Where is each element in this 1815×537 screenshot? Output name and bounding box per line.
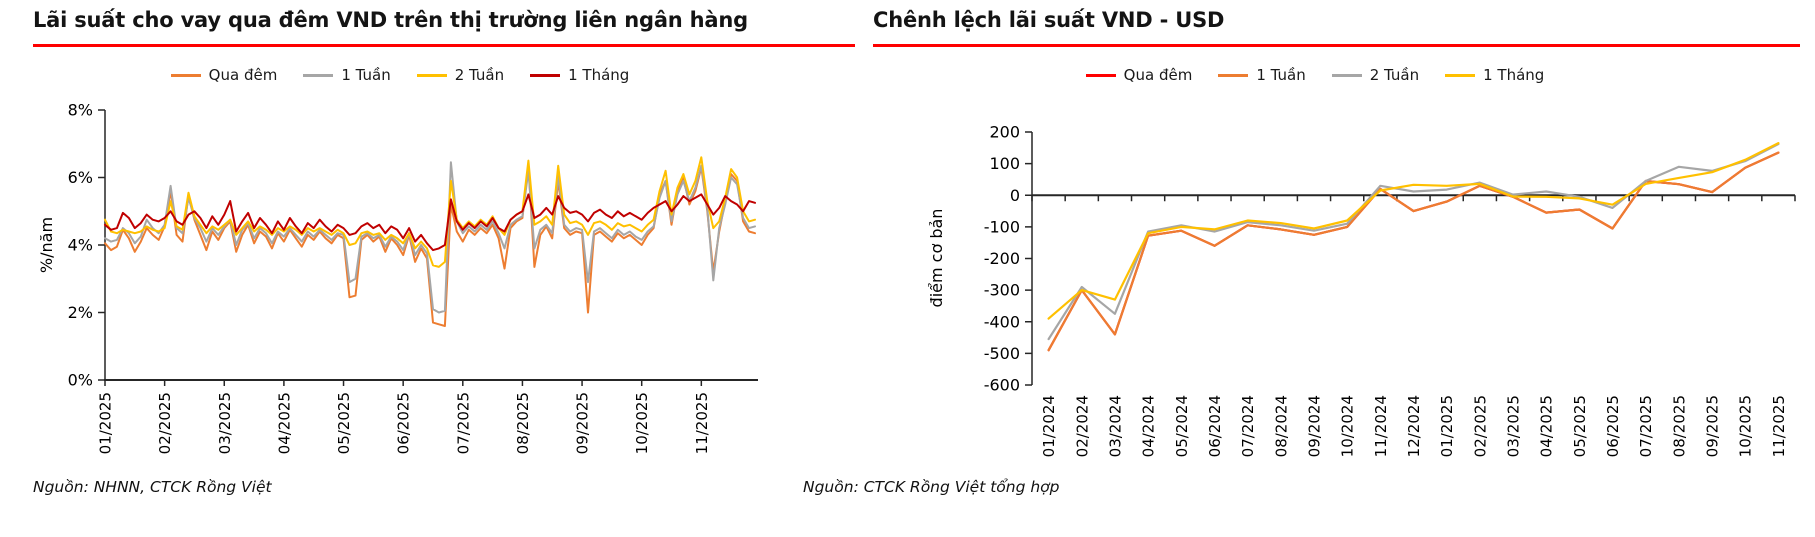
line-swatch-icon bbox=[1331, 73, 1362, 77]
x-tick-label: 08/2024 bbox=[1272, 395, 1290, 457]
x-tick-label: 09/2025 bbox=[1704, 395, 1722, 457]
legend-item-1-thang: 1 Tháng bbox=[530, 66, 629, 84]
right-chart: 200 100 0 -100 -200 -300 -400 -500 -600 điểm cơ b… bbox=[927, 123, 1796, 457]
legend-label: 2 Tuần bbox=[454, 66, 505, 84]
line-swatch-icon bbox=[170, 73, 201, 77]
x-tick-label: 02/2024 bbox=[1073, 395, 1091, 457]
right-title-underline bbox=[873, 44, 1800, 47]
line-swatch-icon bbox=[1218, 73, 1249, 77]
series-line-1-tuần bbox=[104, 161, 756, 314]
x-tick-label: 08/2025 bbox=[514, 392, 532, 454]
x-tick-label: 06/2025 bbox=[395, 392, 413, 454]
x-tick-label: 10/2024 bbox=[1339, 395, 1357, 457]
y-tick-label: -500 bbox=[984, 344, 1020, 363]
x-tick-label: 04/2025 bbox=[1538, 395, 1556, 457]
y-tick-label: -100 bbox=[984, 217, 1020, 236]
legend-label: 1 Tuần bbox=[341, 66, 391, 84]
left-chart-source: Nguồn: NHNN, CTCK Rồng Việt bbox=[33, 478, 272, 496]
x-tick-label: 05/2025 bbox=[335, 392, 353, 454]
y-tick-label: 2% bbox=[68, 303, 93, 322]
x-tick-label: 07/2025 bbox=[454, 392, 472, 454]
x-tick-label: 05/2024 bbox=[1173, 395, 1191, 457]
left-chart-title: Lãi suất cho vay qua đêm VND trên thị tr… bbox=[33, 8, 748, 32]
x-tick-label: 06/2025 bbox=[1604, 395, 1622, 457]
x-tick-label: 12/2024 bbox=[1405, 395, 1423, 457]
x-tick-label: 04/2024 bbox=[1140, 395, 1158, 457]
x-tick-label: 06/2024 bbox=[1206, 395, 1224, 457]
x-tick-label: 01/2025 bbox=[1438, 395, 1456, 457]
y-tick-label: -400 bbox=[984, 312, 1020, 331]
legend-label: 2 Tuần bbox=[1369, 66, 1420, 84]
legend-item-qua-dem: Qua đêm bbox=[1085, 66, 1193, 84]
x-tick-label: 11/2025 bbox=[693, 392, 711, 454]
legend-label: Qua đêm bbox=[1123, 66, 1193, 84]
legend-item-1-tuan: 1 Tuần bbox=[1218, 66, 1306, 84]
legend-item-1-tuan: 1 Tuần bbox=[303, 66, 391, 84]
y-tick-label: 0% bbox=[68, 371, 93, 390]
right-chart-source: Nguồn: CTCK Rồng Việt tổng hợp bbox=[803, 478, 1060, 496]
x-tick-label: 08/2025 bbox=[1670, 395, 1688, 457]
series-line-1-tháng bbox=[1047, 142, 1780, 320]
y-tick-label: -200 bbox=[984, 249, 1020, 268]
y-tick-label: 200 bbox=[989, 123, 1020, 142]
line-swatch-icon bbox=[530, 73, 561, 77]
x-tick-label: 07/2025 bbox=[1637, 395, 1655, 457]
x-tick-label: 11/2024 bbox=[1372, 395, 1390, 457]
right-chart-legend: Qua đêm 1 Tuần 2 Tuần 1 Tháng bbox=[985, 66, 1645, 84]
legend-label: 1 Tuần bbox=[1256, 66, 1306, 84]
x-tick-label: 05/2025 bbox=[1571, 395, 1589, 457]
line-swatch-icon bbox=[1445, 73, 1476, 77]
series-line-1-tháng bbox=[104, 193, 756, 252]
x-tick-label: 09/2024 bbox=[1305, 395, 1323, 457]
legend-label: 1 Tháng bbox=[1483, 66, 1545, 84]
right-y-axis-title: điểm cơ bản bbox=[927, 209, 946, 308]
series-line-qua-đêm bbox=[104, 163, 756, 327]
left-y-axis-title: %/năm bbox=[37, 217, 56, 273]
x-tick-label: 03/2025 bbox=[1505, 395, 1523, 457]
x-tick-label: 03/2024 bbox=[1106, 395, 1124, 457]
legend-item-2-tuan: 2 Tuần bbox=[416, 66, 505, 84]
x-tick-label: 10/2025 bbox=[1737, 395, 1755, 457]
y-tick-label: -300 bbox=[984, 281, 1020, 300]
y-tick-label: 4% bbox=[68, 236, 93, 255]
x-tick-label: 02/2025 bbox=[156, 392, 174, 454]
legend-item-qua-dem: Qua đêm bbox=[170, 66, 278, 84]
x-tick-label: 02/2025 bbox=[1471, 395, 1489, 457]
left-title-underline bbox=[33, 44, 855, 47]
y-tick-label: 6% bbox=[68, 168, 93, 187]
legend-item-2-tuan: 2 Tuần bbox=[1331, 66, 1420, 84]
left-chart: 0% 2% 4% 6% 8% %/năm 01/2025 02/2025 03/2025 04/2… bbox=[37, 101, 758, 454]
y-tick-label: 8% bbox=[68, 101, 93, 120]
x-tick-label: 10/2025 bbox=[633, 392, 651, 454]
x-tick-label: 11/2025 bbox=[1770, 395, 1788, 457]
series-line-2-tuần bbox=[104, 156, 756, 268]
legend-label: Qua đêm bbox=[208, 66, 278, 84]
legend-label: 1 Tháng bbox=[568, 66, 630, 84]
x-tick-label: 07/2024 bbox=[1239, 395, 1257, 457]
x-tick-label: 04/2025 bbox=[275, 392, 293, 454]
right-chart-title: Chênh lệch lãi suất VND - USD bbox=[873, 8, 1225, 32]
legend-item-1-thang: 1 Tháng bbox=[1445, 66, 1544, 84]
x-tick-label: 01/2024 bbox=[1040, 395, 1058, 457]
line-swatch-icon bbox=[1085, 73, 1116, 77]
x-tick-label: 09/2025 bbox=[574, 392, 592, 454]
x-tick-label: 03/2025 bbox=[216, 392, 234, 454]
left-chart-legend: Qua đêm 1 Tuần 2 Tuần 1 Tháng bbox=[110, 66, 690, 84]
line-swatch-icon bbox=[416, 73, 447, 77]
series-line-2-tuần bbox=[1047, 142, 1780, 341]
line-swatch-icon bbox=[303, 73, 334, 77]
series-line-1-tuần bbox=[1047, 151, 1780, 352]
x-tick-label: 01/2025 bbox=[97, 392, 115, 454]
y-tick-label: 0 bbox=[1010, 186, 1020, 205]
y-tick-label: 100 bbox=[989, 154, 1020, 173]
y-tick-label: -600 bbox=[984, 376, 1020, 395]
